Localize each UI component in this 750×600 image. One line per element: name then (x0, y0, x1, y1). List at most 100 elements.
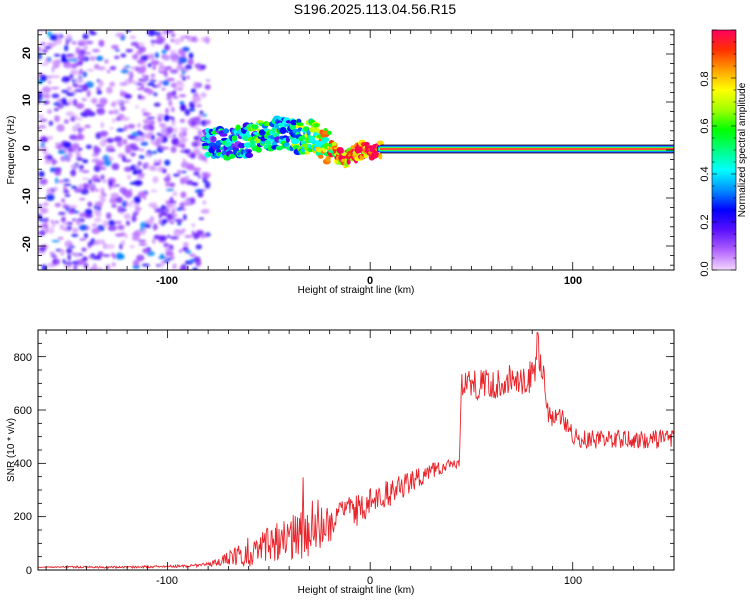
noise-blob (136, 82, 142, 86)
noise-blob (49, 34, 58, 41)
top-x-tick-label: 0 (367, 275, 373, 287)
noise-blob (82, 33, 89, 40)
noise-blob (71, 143, 80, 149)
noise-blob (54, 115, 60, 123)
noise-blob (90, 186, 95, 193)
noise-blob (165, 250, 174, 257)
noise-blob (180, 103, 186, 111)
noise-blob (128, 202, 132, 207)
noise-blob (100, 104, 105, 108)
noise-blob (171, 137, 180, 145)
noise-blob (67, 226, 73, 230)
noise-blob (129, 245, 135, 249)
noise-blob (93, 165, 101, 172)
noise-blob (181, 138, 189, 142)
noise-blob (85, 40, 94, 45)
noise-blob (184, 109, 191, 116)
noise-blob (179, 177, 187, 185)
ridge-blob (265, 141, 272, 146)
noise-blob (179, 94, 187, 98)
noise-blob (69, 204, 78, 209)
noise-blob (179, 127, 189, 132)
noise-blob (173, 173, 180, 177)
ridge-blob (231, 135, 238, 142)
noise-blob (173, 95, 179, 99)
noise-blob (178, 131, 185, 139)
noise-blob (64, 44, 69, 52)
colorbar-ticks (712, 29, 736, 271)
noise-blob (105, 137, 115, 143)
noise-blob (152, 85, 158, 88)
noise-blob (129, 35, 137, 40)
noise-blob (115, 196, 123, 203)
bottom-y-axis-title: SNR (10 * v/v) (6, 418, 17, 482)
noise-blob (99, 166, 107, 171)
noise-blob (52, 75, 61, 79)
noise-blob (125, 148, 132, 154)
noise-blob (138, 243, 148, 246)
noise-blob (176, 207, 182, 211)
noise-blob (71, 41, 77, 45)
noise-blob (57, 212, 66, 215)
noise-blob (57, 236, 64, 240)
noise-blob (83, 262, 89, 269)
noise-blob (179, 118, 186, 123)
noise-blob (179, 266, 189, 270)
noise-blob (205, 119, 211, 125)
noise-blob (39, 178, 48, 186)
noise-blob (67, 58, 74, 62)
noise-blob (74, 252, 79, 258)
noise-blob (159, 253, 165, 260)
noise-blob (115, 233, 123, 237)
ridge-blob (206, 152, 212, 157)
noise-blob (111, 262, 116, 267)
noise-blob (95, 161, 104, 167)
noise-blob (189, 253, 196, 257)
noise-blob (137, 59, 145, 64)
noise-blob (191, 141, 200, 148)
noise-blob (200, 92, 207, 98)
noise-blob (132, 171, 137, 175)
noise-blob (67, 146, 73, 153)
noise-blob (182, 35, 191, 39)
noise-blob (178, 58, 187, 63)
noise-blob (162, 168, 167, 174)
noise-blob (169, 69, 179, 74)
noise-blob (141, 108, 147, 113)
noise-blob (103, 159, 112, 167)
noise-blob (175, 80, 183, 85)
noise-blob (63, 178, 70, 182)
noise-blob (142, 118, 152, 125)
noise-blob (52, 258, 57, 266)
noise-blob (120, 69, 130, 74)
noise-blob (45, 193, 55, 201)
ridge-blob (222, 128, 230, 134)
top-x-axis-title: Height of straight line (km) (298, 285, 415, 296)
ridge-blob (272, 133, 279, 138)
noise-blob (189, 107, 196, 112)
noise-blob (99, 97, 108, 105)
noise-blob (124, 191, 133, 198)
noise-blob (136, 130, 142, 135)
noise-blob (55, 145, 64, 149)
noise-blob (169, 53, 179, 61)
noise-blob (46, 45, 50, 50)
noise-blob (86, 91, 91, 98)
noise-blob (95, 254, 102, 260)
noise-blob (137, 173, 146, 176)
noise-blob (38, 114, 45, 119)
noise-blob (132, 211, 139, 216)
colorbar: 0.0 0.2 0.4 0.6 0.8 Normalized spectral … (699, 29, 748, 277)
noise-blob (97, 239, 106, 242)
noise-blob (136, 87, 144, 91)
noise-blob (95, 104, 103, 107)
noise-blob (127, 123, 136, 129)
noise-blob (82, 256, 88, 262)
noise-blob (130, 152, 136, 157)
noise-blob (173, 230, 182, 237)
noise-blob (138, 239, 147, 243)
noise-blob (59, 249, 65, 256)
noise-blob (40, 62, 49, 66)
noise-blob (38, 171, 45, 178)
